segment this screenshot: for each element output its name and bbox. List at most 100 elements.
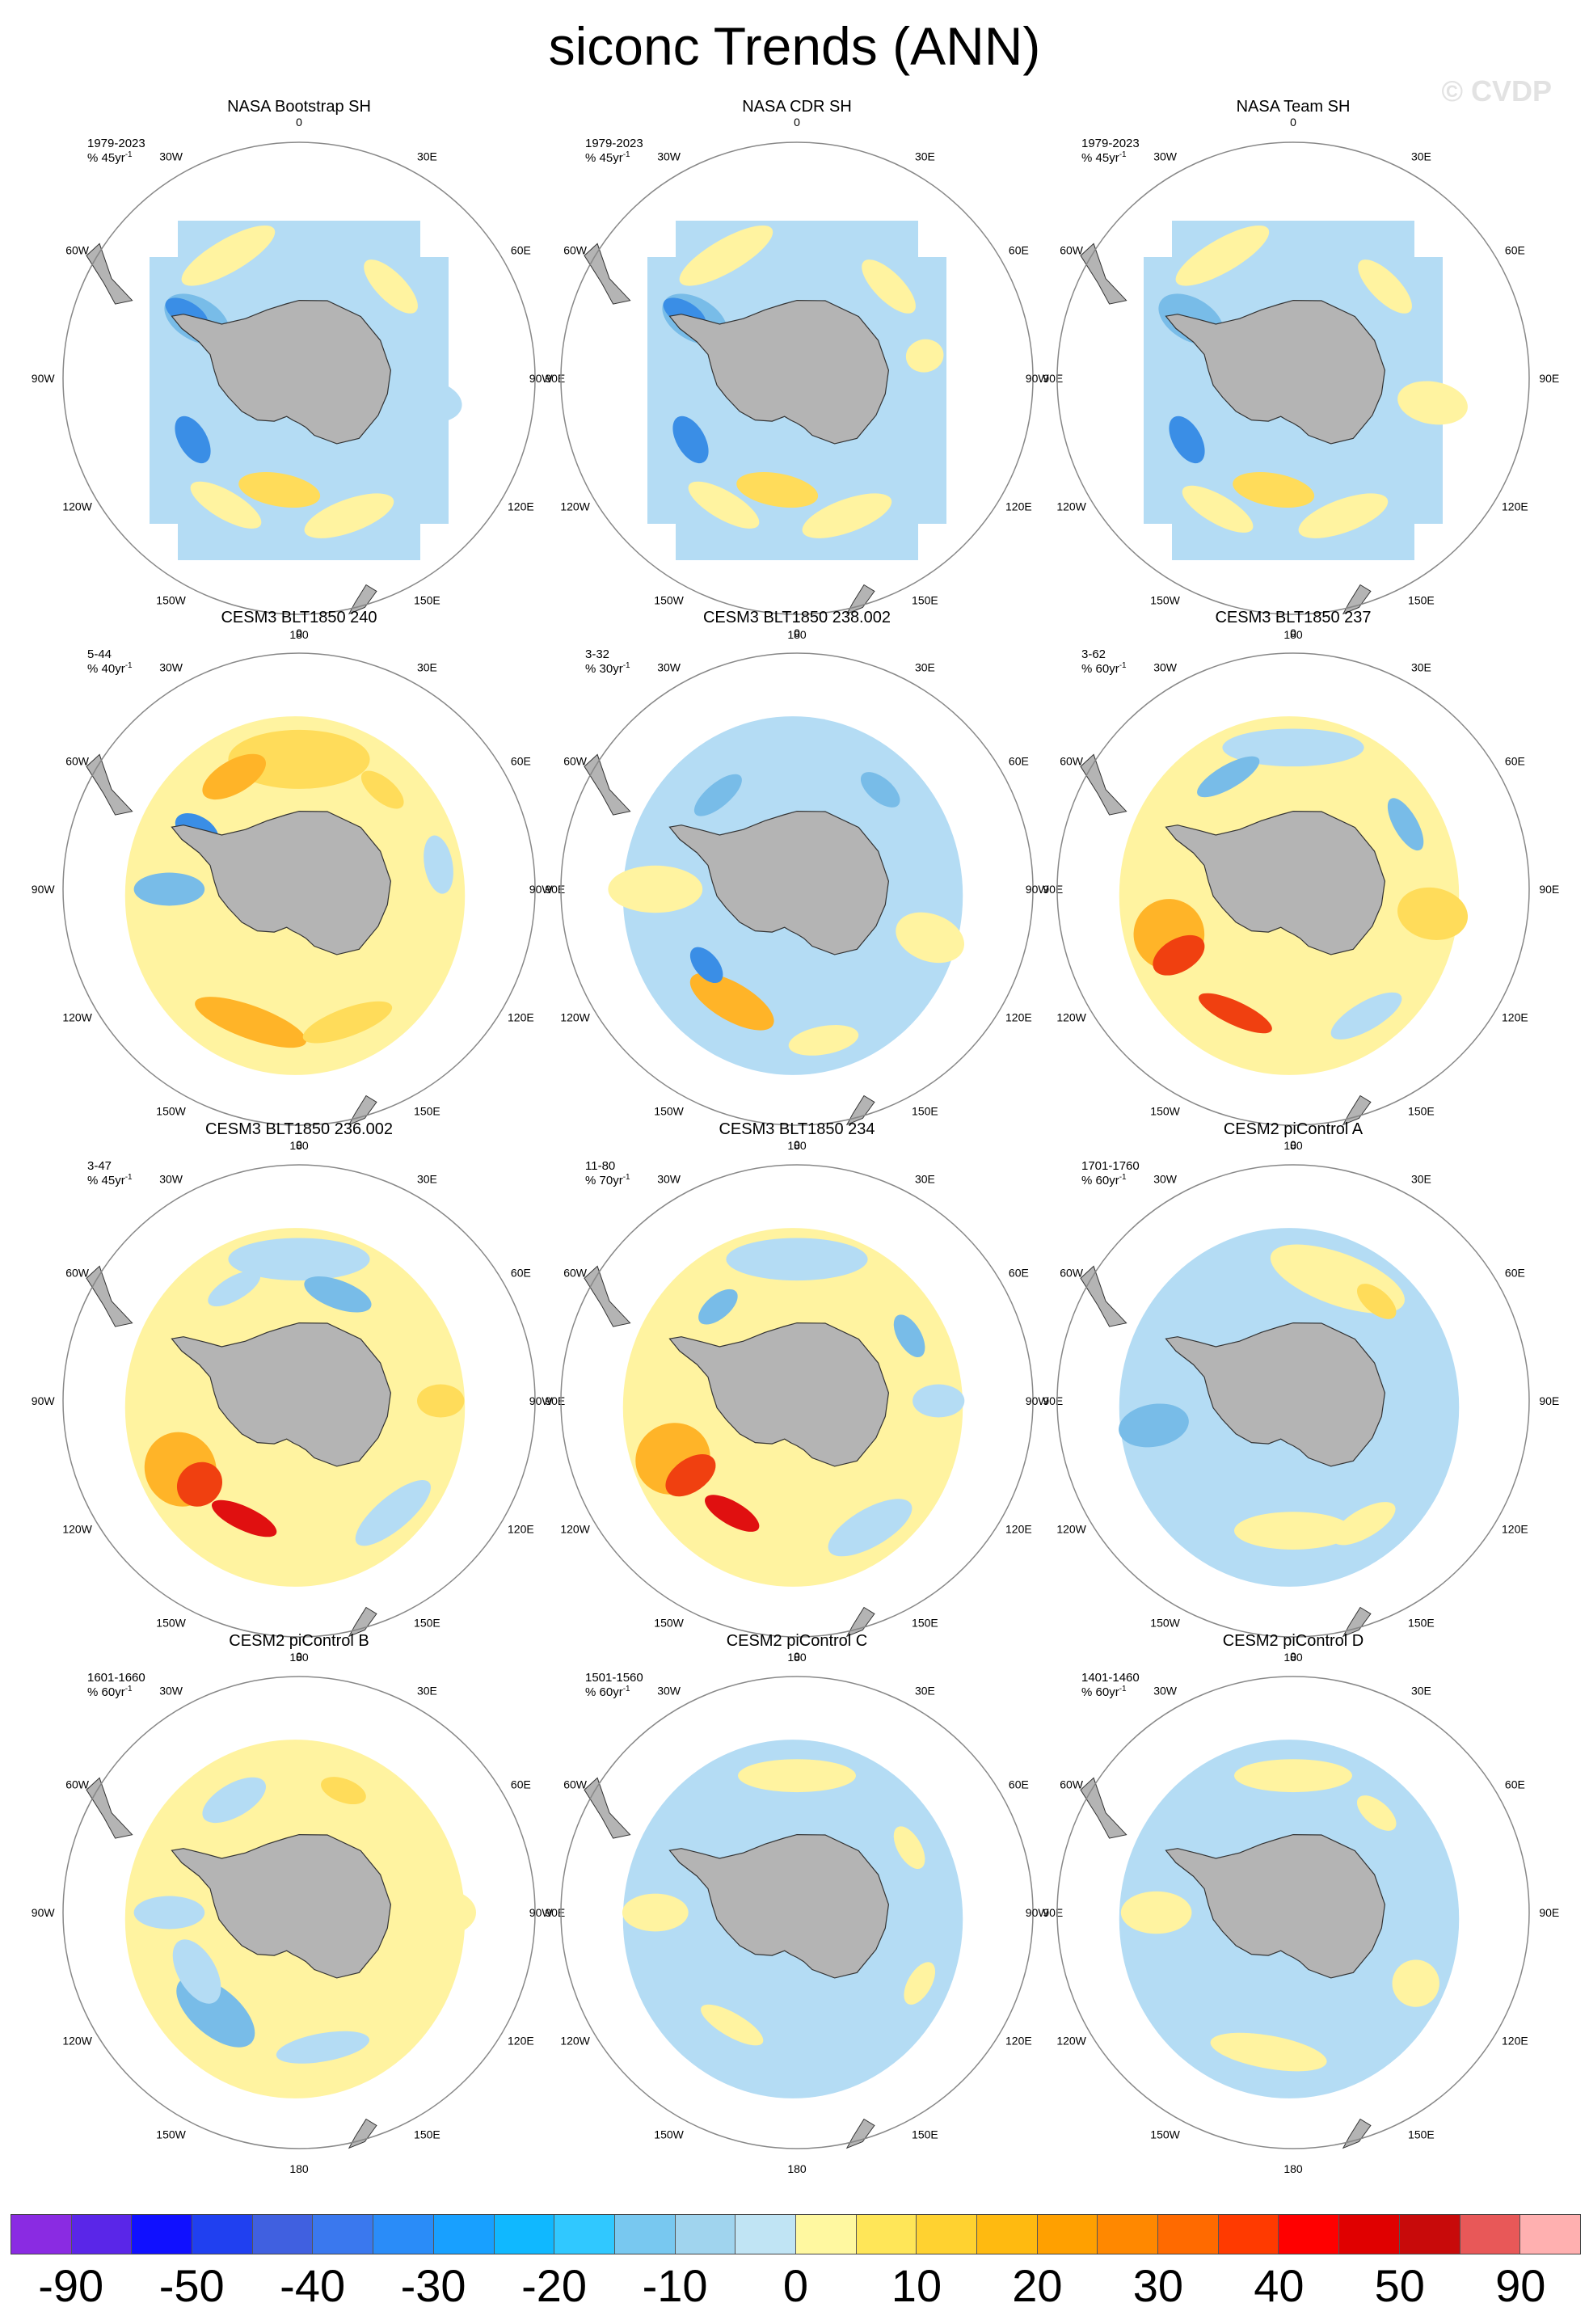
longitude-label: 60E	[511, 755, 531, 768]
trend-anomaly	[176, 1461, 223, 1507]
map-boundary	[560, 652, 1034, 1126]
longitude-label: 150W	[654, 1616, 684, 1629]
trend-anomaly	[1298, 493, 1389, 538]
panel-years: 1979-2023	[1081, 137, 1140, 150]
longitude-label: 150E	[912, 593, 938, 606]
longitude-label: 120W	[560, 500, 590, 512]
panel-title: NASA CDR SH	[742, 98, 852, 116]
longitude-label: 60E	[511, 1778, 531, 1791]
longitude-label: 150E	[1408, 1104, 1435, 1117]
longitude-label: 60W	[1060, 1267, 1084, 1280]
longitude-label: 150W	[1150, 593, 1180, 606]
antarctica-landmass	[171, 1833, 392, 1979]
trend-anomaly	[665, 1453, 716, 1497]
south-america-landmass	[86, 243, 133, 305]
longitude-label: 90E	[545, 1394, 565, 1407]
trend-anomaly	[1233, 472, 1315, 508]
longitude-label: 0	[296, 116, 302, 129]
trend-anomaly	[416, 1384, 465, 1418]
longitude-label: 30E	[417, 1685, 437, 1698]
colorbar-box	[1098, 2215, 1159, 2254]
longitude-label: 30W	[1153, 150, 1178, 163]
longitude-label: 120E	[1005, 500, 1032, 512]
cvdp-watermark: © CVDP	[1441, 74, 1552, 108]
longitude-label: 90E	[545, 1906, 565, 1919]
longitude-label: 60E	[1009, 1267, 1029, 1280]
colorbar-box	[1279, 2215, 1340, 2254]
trend-anomaly	[893, 1826, 925, 1870]
trend-anomaly	[622, 1893, 689, 1932]
colorbar-box	[313, 2215, 374, 2254]
longitude-label: 60W	[65, 755, 90, 768]
longitude-label: 0	[794, 1650, 800, 1663]
longitude-label: 180	[787, 2162, 807, 2175]
new-zealand-landmass	[1342, 584, 1372, 615]
trend-anomaly	[175, 415, 211, 464]
longitude-label: 30W	[657, 1173, 681, 1186]
longitude-label: 60W	[1060, 244, 1084, 257]
trend-anomaly	[202, 753, 266, 800]
longitude-label: 30E	[915, 150, 935, 163]
longitude-label: 120E	[508, 1522, 534, 1535]
longitude-label: 120E	[1502, 1010, 1528, 1023]
trend-anomaly	[1402, 1425, 1450, 1474]
map-panel: NASA CDR SH 1979-2023% 45yr-1 0 30E 60E 90E 12…	[529, 98, 1063, 641]
south-america-landmass	[584, 1777, 631, 1839]
trend-anomaly	[1182, 485, 1254, 533]
longitude-label: 150W	[156, 1616, 186, 1629]
map-panel: CESM3 BLT1850 240 5-44% 40yr-1 0 30E 60E 90E 1…	[32, 609, 565, 1152]
colorbar-box	[735, 2215, 796, 2254]
trend-anomaly	[904, 1962, 936, 2005]
trend-field	[1119, 716, 1469, 1075]
longitude-label: 90E	[1539, 1906, 1559, 1919]
colorbar-label: 90	[1495, 2260, 1546, 2311]
map-panel: CESM3 BLT1850 237 3-62% 60yr-1 0 30E 60E 90E 1…	[1026, 609, 1559, 1152]
longitude-label: 60W	[65, 1267, 90, 1280]
longitude-label: 150E	[912, 1616, 938, 1629]
map-panel: CESM2 piControl C 1501-1560% 60yr-1 0 30E 60…	[529, 1632, 1063, 2175]
panel-units: % 60yr-1	[1081, 1173, 1127, 1187]
longitude-label: 30E	[915, 661, 935, 674]
longitude-label: 150E	[1408, 1616, 1435, 1629]
colorbar-box	[71, 2215, 133, 2254]
longitude-label: 30E	[915, 1685, 935, 1698]
panel-years: 1701-1760	[1081, 1159, 1140, 1173]
longitude-label: 120W	[62, 500, 92, 512]
longitude-label: 120E	[508, 500, 534, 512]
new-zealand-landmass	[1342, 2118, 1372, 2149]
antarctica-landmass	[668, 1833, 890, 1979]
trend-anomaly	[693, 774, 742, 816]
longitude-label: 0	[1290, 116, 1296, 129]
longitude-label: 120W	[560, 1522, 590, 1535]
south-america-landmass	[584, 1265, 631, 1327]
longitude-label: 150E	[414, 1616, 440, 1629]
longitude-label: 60W	[1060, 755, 1084, 768]
panel-years: 1601-1660	[87, 1671, 145, 1685]
longitude-label: 60W	[563, 755, 588, 768]
panel-title: CESM2 piControl B	[229, 1632, 369, 1650]
longitude-label: 0	[794, 626, 800, 639]
colorbar-label: 40	[1254, 2260, 1304, 2311]
longitude-label: 180	[787, 1139, 807, 1152]
panel-years: 3-62	[1081, 647, 1106, 661]
longitude-label: 90W	[1026, 883, 1050, 896]
trend-anomaly	[913, 1384, 965, 1418]
colorbar-box	[917, 2215, 977, 2254]
trend-anomaly	[896, 912, 964, 964]
trend-anomaly	[302, 1001, 393, 1044]
longitude-label: 120W	[560, 2034, 590, 2047]
longitude-label: 90E	[1539, 883, 1559, 896]
new-zealand-landmass	[348, 1606, 377, 1638]
trend-anomaly	[424, 835, 453, 894]
panel-title: CESM2 piControl A	[1224, 1120, 1364, 1138]
longitude-label: 150E	[414, 1104, 440, 1117]
colorbar-label: 30	[1132, 2260, 1184, 2311]
longitude-label: 180	[289, 1651, 309, 1664]
map-panel: CESM3 BLT1850 234 11-80% 70yr-1 0 30E 60E 90E…	[529, 1120, 1063, 1664]
longitude-label: 90W	[529, 372, 554, 385]
antarctica-landmass	[668, 299, 890, 445]
antarctica-landmass	[668, 1322, 890, 1467]
trend-anomaly	[1119, 1403, 1189, 1448]
trend-anomaly	[788, 1025, 859, 1056]
